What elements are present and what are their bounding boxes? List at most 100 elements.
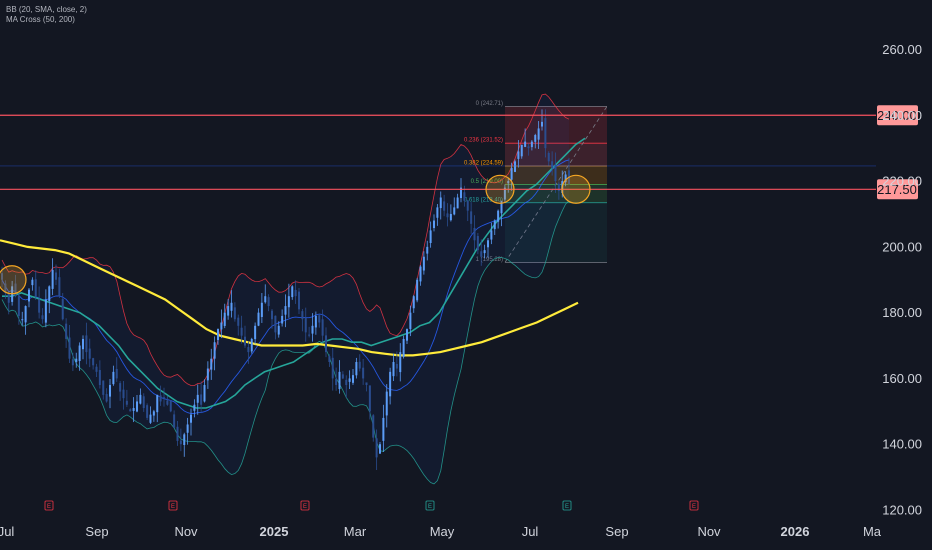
candle-body xyxy=(17,296,20,316)
candle-body xyxy=(399,352,402,373)
candle-body xyxy=(331,357,334,379)
earnings-label: E xyxy=(303,504,307,510)
candle-body xyxy=(510,167,513,180)
candle-body xyxy=(223,312,226,326)
candle-body xyxy=(277,325,280,335)
candle-body xyxy=(102,380,105,395)
candle-body xyxy=(362,367,365,379)
candle-body xyxy=(27,289,31,302)
candle-body xyxy=(301,311,304,320)
time-tick-label: Ma xyxy=(863,524,882,539)
bb-upper xyxy=(1,93,570,386)
candle-body xyxy=(308,334,311,336)
candle-body xyxy=(216,329,220,341)
candle-body xyxy=(497,210,500,222)
candle-body xyxy=(264,296,267,303)
earnings-icon xyxy=(425,500,435,511)
candle-body xyxy=(513,161,517,172)
candle-body xyxy=(537,128,540,140)
price-axis[interactable]: 240.00 217.50 260.00 240.00 220.00 200.00 180.… xyxy=(877,42,922,518)
fib-level-label: 0.236 (231.52) xyxy=(464,138,503,144)
candle-body xyxy=(355,361,358,376)
candle-body xyxy=(233,307,236,320)
candle-body xyxy=(112,371,115,385)
candle-body xyxy=(476,236,479,251)
candle-body xyxy=(200,394,203,405)
candle-body xyxy=(196,394,199,403)
candle-body xyxy=(449,213,452,221)
candle-body xyxy=(564,174,567,183)
candle-body xyxy=(88,348,91,359)
candle-body xyxy=(281,315,284,324)
candle-body xyxy=(119,383,122,392)
candle-body xyxy=(227,306,230,316)
fib-level-label: 1 (195.28) xyxy=(476,257,503,263)
candle-body xyxy=(85,335,88,353)
candle-body xyxy=(247,347,250,353)
candle-body xyxy=(58,277,61,297)
bb-lower xyxy=(1,200,570,485)
candle-body xyxy=(314,315,317,328)
candle-body xyxy=(503,187,506,200)
candle-body xyxy=(95,366,98,372)
earnings-label: E xyxy=(428,504,432,510)
level-badge-label: 217.50 xyxy=(877,182,917,197)
candle-body xyxy=(237,317,240,326)
candle-body xyxy=(108,385,112,397)
candle-body xyxy=(98,370,101,386)
candle-body xyxy=(65,323,68,339)
moving-averages xyxy=(0,137,586,409)
candle-body xyxy=(34,279,37,297)
time-axis[interactable]: Jul Sep Nov 2025 Mar May Jul Sep Nov 2026 Ma xyxy=(0,524,882,539)
candle-body xyxy=(429,230,432,244)
time-tick-label: 2026 xyxy=(781,524,810,539)
candle-body xyxy=(375,438,378,458)
fib-trend-line xyxy=(504,106,608,263)
candle-body xyxy=(439,197,442,209)
candle-body xyxy=(297,291,301,310)
price-tick-label: 120.00 xyxy=(882,503,922,518)
candle-body xyxy=(412,296,415,309)
ma-cross-legend[interactable]: MA Cross (50, 200) xyxy=(6,15,75,24)
candle-body xyxy=(470,211,473,224)
candle-body xyxy=(250,338,253,352)
level-badge xyxy=(877,179,918,200)
time-tick-label: Nov xyxy=(697,524,721,539)
earnings-label: E xyxy=(692,504,696,510)
candle-body xyxy=(125,400,128,405)
candle-body xyxy=(416,279,419,301)
candle-body xyxy=(446,213,449,218)
candle-body xyxy=(24,306,27,323)
candle-body xyxy=(432,220,436,229)
candle-body xyxy=(324,335,328,353)
price-tick-label: 140.00 xyxy=(882,437,922,452)
earnings-label: E xyxy=(565,504,569,510)
earnings-icon xyxy=(168,500,178,511)
level-badge-label: 240.00 xyxy=(877,108,917,123)
candle-body xyxy=(41,315,44,320)
time-tick-label: Jul xyxy=(0,524,14,539)
candle-body xyxy=(38,299,41,313)
candle-body xyxy=(402,338,405,357)
candle-body xyxy=(557,183,560,191)
fibonacci-retracement[interactable]: 0 (242.71) 0.236 (231.52) 0.382 (224.59) 0.… xyxy=(464,101,608,263)
bb-legend[interactable]: BB (20, SMA, close, 2) xyxy=(6,5,87,14)
price-tick-label: 160.00 xyxy=(882,371,922,386)
earnings-label: E xyxy=(47,504,51,510)
candle-body xyxy=(422,256,425,271)
candle-body xyxy=(443,201,446,211)
candle-body xyxy=(21,319,24,321)
price-tick-label: 220.00 xyxy=(882,174,922,189)
candle-body xyxy=(0,273,4,280)
candle-body xyxy=(524,141,527,147)
horizontal-levels[interactable] xyxy=(0,114,876,190)
earnings-icon xyxy=(562,500,572,511)
candle-body xyxy=(335,378,338,386)
candle-body xyxy=(51,269,54,289)
candle-body xyxy=(146,405,149,418)
candle-body xyxy=(92,358,95,366)
earnings-icon xyxy=(300,500,310,511)
